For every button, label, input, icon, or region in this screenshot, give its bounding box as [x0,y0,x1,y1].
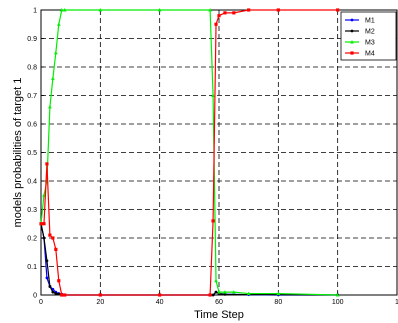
y-tick-label: 0.2 [27,236,37,243]
data-point [214,290,218,294]
data-point [211,219,215,223]
data-point [54,247,58,251]
data-point [51,76,55,80]
data-point [57,22,61,26]
data-point [336,8,340,12]
legend-item: M1 [345,18,375,25]
data-point [350,40,354,44]
y-tick-label: 0.1 [27,264,37,271]
data-point [45,259,49,263]
data-point [350,29,354,33]
data-point [208,8,212,12]
legend-label: M1 [365,18,375,25]
data-point [51,236,55,240]
data-point [217,290,221,294]
data-point [217,14,221,18]
data-point [54,292,58,295]
x-tick-label: 60 [215,299,223,306]
legend-item: M3 [345,40,375,47]
series-layer [39,8,340,297]
data-point [350,18,354,22]
x-tick-label: 20 [96,299,104,306]
y-tick-label: 0.6 [27,122,37,129]
series-line-m3 [40,9,338,296]
data-point [350,51,354,55]
y-tick-label: 0.5 [27,150,37,157]
data-point [57,292,61,296]
data-point [48,233,52,237]
y-tick-label: 1 [33,8,37,15]
y-tick-label: 0 [33,293,37,300]
data-point [60,293,64,297]
data-point [48,104,52,109]
y-tick-label: 0.7 [27,93,37,100]
x-tick-label: 0 [39,299,43,306]
data-point [42,236,46,240]
legend-label: M3 [365,40,375,47]
legend-label: M2 [365,29,375,36]
data-point [48,285,52,288]
x-tick-label: 1 [395,299,398,306]
gridlines [41,10,397,295]
data-point [223,11,227,15]
data-point [158,293,162,297]
y-tick-label: 0.8 [27,65,37,72]
axis-ticks: 0 20 40 60 80 100 1 0 0.1 0.2 0.3 0.4 0.5 0.6 0.7 0.8 0.… [27,8,398,307]
data-point [223,293,227,296]
data-point [98,8,103,12]
series-m3 [39,8,340,297]
data-point [39,222,43,226]
data-point [276,8,280,12]
x-tick-label: 40 [156,299,164,306]
data-point [157,8,162,12]
legend-item: M2 [345,29,375,36]
data-point [54,50,58,55]
data-point [45,162,49,166]
data-point [57,279,61,283]
data-point [246,291,251,296]
data-point [62,8,67,12]
data-point [247,8,251,12]
data-point [98,293,102,297]
y-tick-label: 0.9 [27,36,37,43]
data-point [276,291,281,296]
legend-item: M4 [345,51,375,58]
data-point [214,22,218,26]
data-point [208,293,212,297]
data-point [335,293,340,297]
data-point [223,290,227,294]
data-point [232,290,236,294]
data-point [214,278,218,283]
data-point [232,11,236,15]
y-tick-label: 0.4 [27,179,37,186]
data-point [42,222,46,226]
y-axis-label: models probabilities of target 1 [12,78,24,228]
x-axis-label: Time Step [194,309,244,321]
legend: M1 M2 M3 M4 [340,11,397,61]
data-point [51,290,55,294]
series-m4 [39,8,340,297]
data-point [45,276,49,280]
y-tick-label: 0.3 [27,207,37,214]
data-point [211,93,215,97]
x-tick-label: 80 [274,299,282,306]
x-tick-label: 100 [332,299,344,306]
data-point [211,293,215,297]
legend-label: M4 [365,51,375,58]
data-point [59,8,64,12]
data-point [63,293,67,297]
